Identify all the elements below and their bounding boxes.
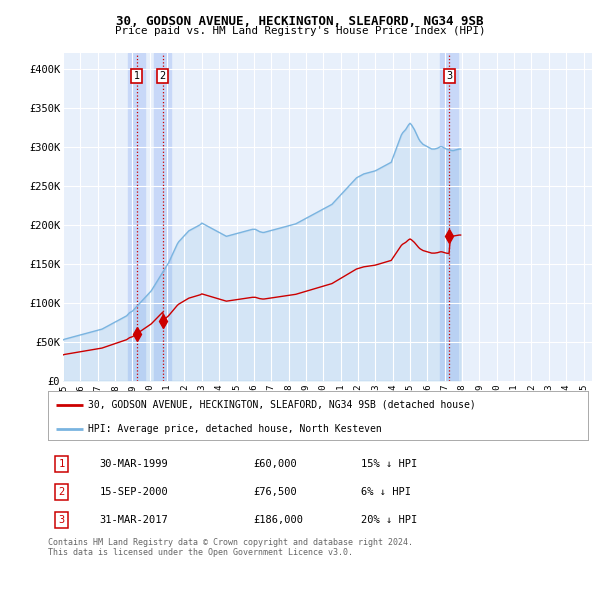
Text: 2: 2 (160, 71, 166, 81)
Text: 6% ↓ HPI: 6% ↓ HPI (361, 487, 411, 497)
Text: £60,000: £60,000 (253, 459, 297, 469)
Text: 15-SEP-2000: 15-SEP-2000 (100, 487, 168, 497)
Text: £186,000: £186,000 (253, 515, 303, 525)
Text: 1: 1 (134, 71, 140, 81)
Text: 3: 3 (58, 515, 65, 525)
Text: 30, GODSON AVENUE, HECKINGTON, SLEAFORD, NG34 9SB: 30, GODSON AVENUE, HECKINGTON, SLEAFORD,… (116, 15, 484, 28)
Bar (128, 53, 145, 381)
Text: 3: 3 (446, 71, 452, 81)
Text: 20% ↓ HPI: 20% ↓ HPI (361, 515, 418, 525)
Bar (154, 53, 172, 381)
Text: 15% ↓ HPI: 15% ↓ HPI (361, 459, 418, 469)
Text: Contains HM Land Registry data © Crown copyright and database right 2024.
This d: Contains HM Land Registry data © Crown c… (48, 538, 413, 558)
Text: 1: 1 (58, 459, 65, 469)
Text: HPI: Average price, detached house, North Kesteven: HPI: Average price, detached house, Nort… (89, 424, 382, 434)
Text: Price paid vs. HM Land Registry's House Price Index (HPI): Price paid vs. HM Land Registry's House … (115, 26, 485, 36)
Text: £76,500: £76,500 (253, 487, 297, 497)
Text: 30, GODSON AVENUE, HECKINGTON, SLEAFORD, NG34 9SB (detached house): 30, GODSON AVENUE, HECKINGTON, SLEAFORD,… (89, 399, 476, 409)
Text: 31-MAR-2017: 31-MAR-2017 (100, 515, 168, 525)
Bar (440, 53, 458, 381)
Text: 30-MAR-1999: 30-MAR-1999 (100, 459, 168, 469)
Text: 2: 2 (58, 487, 65, 497)
